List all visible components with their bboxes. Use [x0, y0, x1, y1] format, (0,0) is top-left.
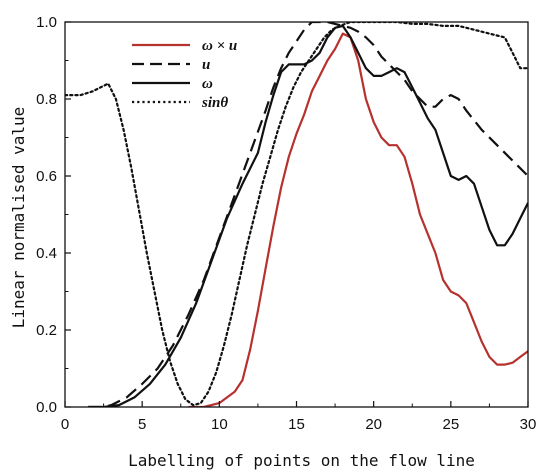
legend-label-2: ω — [202, 76, 213, 92]
x-tick-label: 5 — [138, 416, 146, 433]
x-tick-label: 15 — [288, 416, 305, 433]
x-tick-label: 30 — [520, 416, 537, 433]
x-tick-label: 25 — [442, 416, 459, 433]
y-axis-title: Linear normalised value — [9, 107, 28, 329]
x-tick-label: 20 — [365, 416, 382, 433]
y-tick-label: 1.0 — [36, 14, 57, 31]
x-tick-label: 0 — [61, 416, 69, 433]
legend: ω × u uω sinθ — [132, 38, 237, 111]
axes-layer: 0 5 10 15 20 25 30 0.0 0.2 0.4 0.6 0.8 1.0 — [36, 14, 536, 433]
series-line-3 — [65, 22, 528, 407]
y-tick-label: 0.0 — [36, 399, 57, 416]
legend-label-0: ω × u — [202, 38, 237, 54]
legend-label-3: sinθ — [201, 95, 228, 111]
legend-label-1: u — [202, 57, 210, 73]
x-axis-title: Labelling of points on the flow line — [128, 451, 475, 470]
series-layer — [65, 22, 528, 407]
series-line-0 — [188, 32, 528, 407]
y-tick-label: 0.8 — [36, 91, 57, 108]
series-line-1 — [88, 22, 528, 407]
y-tick-label: 0.2 — [36, 322, 57, 339]
y-tick-label: 0.4 — [36, 245, 57, 262]
series-line-2 — [88, 24, 528, 407]
x-tick-label: 10 — [211, 416, 228, 433]
y-tick-label: 0.6 — [36, 168, 57, 185]
